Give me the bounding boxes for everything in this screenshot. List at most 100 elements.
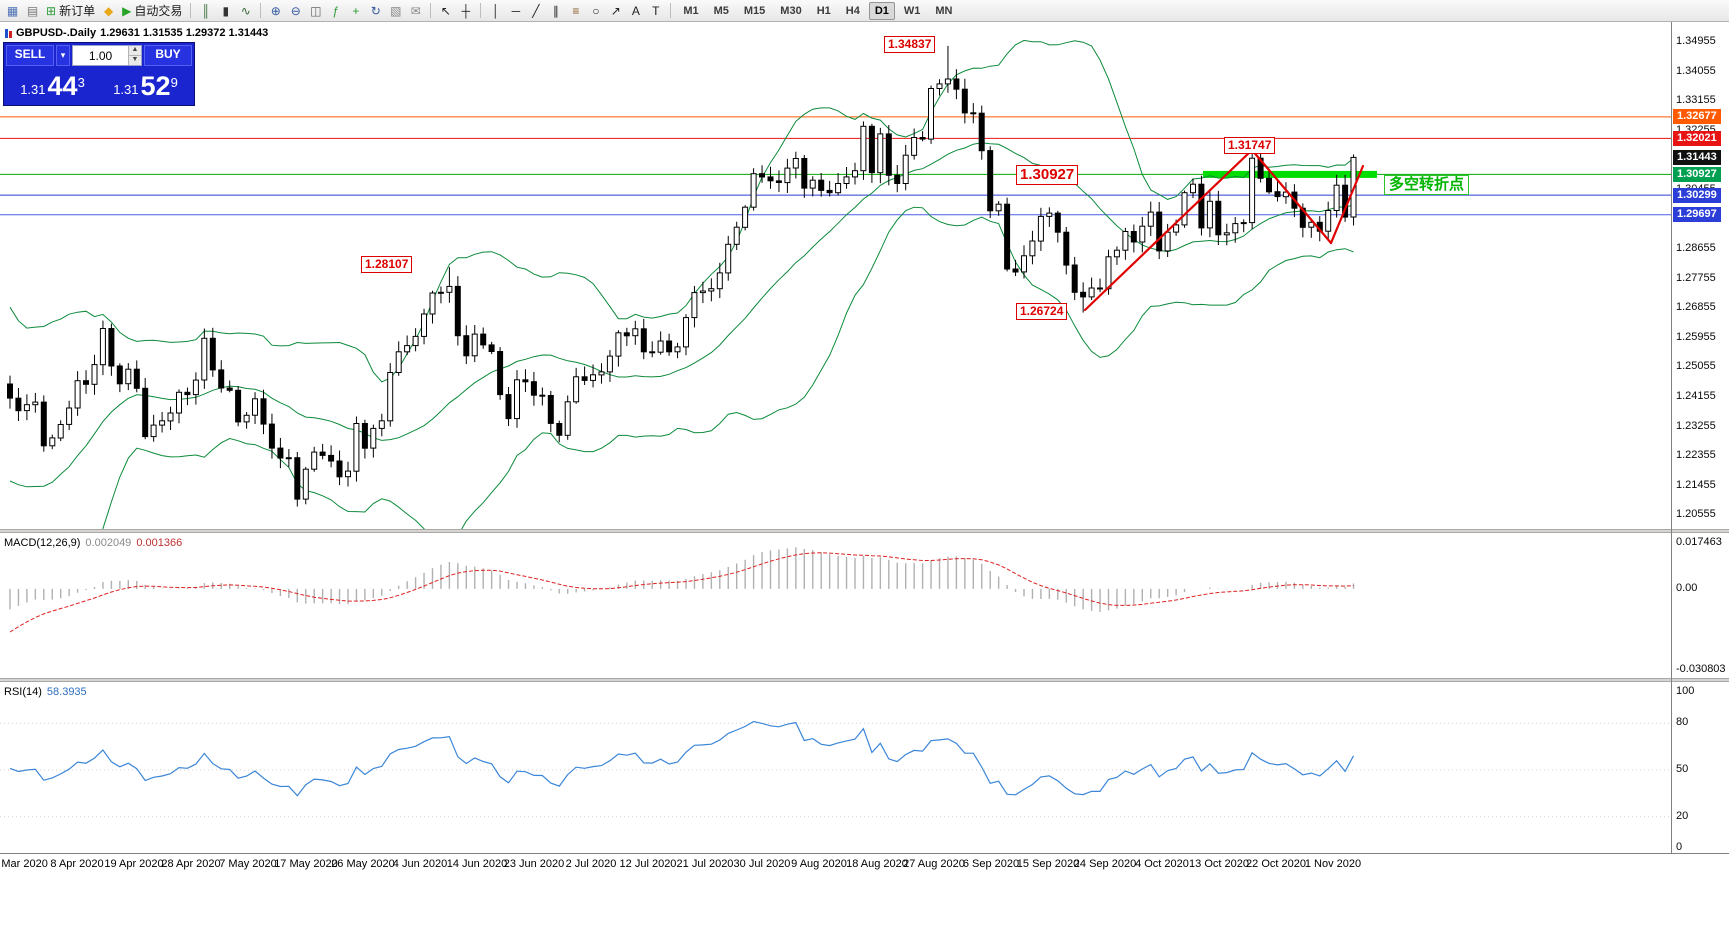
candlestick-chart-icon-glyph: ▮	[222, 3, 230, 18]
price-annotation[interactable]: 1.34837	[884, 36, 936, 53]
tile-windows-icon-glyph: ◫	[310, 3, 322, 18]
time-axis-label: 22 Oct 2020	[1246, 858, 1306, 870]
time-axis-label: 9 Aug 2020	[791, 858, 847, 870]
time-axis-label: 4 Jun 2020	[392, 858, 448, 870]
line-chart-icon[interactable]: ∿	[236, 2, 255, 20]
arrows-icon-glyph: ↗	[610, 3, 621, 18]
candlestick-chart-icon[interactable]: ▮	[216, 2, 235, 20]
crosshair-icon[interactable]: ┼	[456, 2, 475, 20]
timeframe-H1[interactable]: H1	[816, 4, 831, 17]
macd-panel-area[interactable]	[0, 533, 1672, 678]
timeframe-M1[interactable]: M1	[683, 4, 699, 17]
macd-label: MACD(12,26,9) 0.002049 0.001366	[4, 537, 182, 549]
toolbar-separator	[190, 3, 192, 18]
new-order-button-text: 新订单	[59, 4, 96, 18]
mail-icon[interactable]: ✉	[406, 2, 425, 20]
rsi-panel-area[interactable]	[0, 682, 1672, 853]
chart-symbol-period: GBPUSD-.Daily	[16, 27, 97, 39]
zone-label[interactable]: 多空转折点	[1384, 175, 1470, 195]
price-scale-tick: 1.28655	[1676, 242, 1716, 254]
rsi-value: 58.3935	[46, 686, 87, 698]
zoom-out-icon[interactable]: ⊖	[286, 2, 305, 20]
panel-splitter[interactable]	[0, 678, 1729, 682]
timeframe-M15[interactable]: M15	[743, 4, 766, 17]
timeframe-W1[interactable]: W1	[903, 4, 921, 17]
crosshair-icon-glyph: ┼	[461, 3, 471, 18]
panel-splitter[interactable]	[0, 529, 1729, 533]
volume-input[interactable]	[73, 46, 128, 65]
buy-button[interactable]: BUY	[144, 45, 192, 66]
fibonacci-icon[interactable]: ≡	[566, 2, 585, 20]
indicators-icon[interactable]: ƒ	[326, 2, 345, 20]
price-annotation[interactable]: 1.30927	[1016, 165, 1079, 185]
new-chart-icon[interactable]: ▦	[3, 2, 22, 20]
zoom-in-icon[interactable]: ⊕	[266, 2, 285, 20]
chart-ohlc-values: 1.29631 1.31535 1.29372 1.31443	[100, 27, 269, 39]
one-click-trading-panel: SELL ▾ ▲ ▼ BUY 1.31 44 3 1.31 52 9	[3, 42, 195, 106]
buy-price-pips: 52	[140, 71, 171, 101]
new-chart-icon-glyph: ▦	[6, 3, 19, 18]
trendline-icon[interactable]: ╱	[526, 2, 545, 20]
timeframe-D1[interactable]: D1	[868, 1, 895, 20]
volume-down-button[interactable]: ▼	[129, 55, 141, 65]
price-scale-tick: 1.20555	[1676, 508, 1716, 520]
rsi-scale-tick: 50	[1676, 763, 1689, 775]
bar-chart-icon[interactable]: ║	[196, 2, 215, 20]
macd-scale-tick: -0.030803	[1676, 663, 1726, 675]
periods-icon[interactable]: ↻	[366, 2, 385, 20]
timeframe-H4[interactable]: H4	[845, 4, 860, 17]
volume-spinner: ▲ ▼	[128, 46, 141, 65]
channel-icon[interactable]: ∥	[546, 2, 565, 20]
timeframe-M5[interactable]: M5	[713, 4, 729, 17]
toolbar: ▦ ▤ ⊞ 新订单 ◆ ▶ 自动交易 ║ ▮ ∿ ⊕ ⊖ ◫ ƒ + ↻ ▧ ✉ ↖ ┼ │ ─ ╱ ∥ ≡ ○ ↗ A T M1 M5 M1…	[0, 0, 1729, 22]
arrows-icon[interactable]: ↗	[606, 2, 625, 20]
chart-profiles-icon-glyph: ▤	[26, 3, 39, 18]
price-annotation[interactable]: 1.31747	[1224, 137, 1276, 154]
line-chart-icon-glyph: ∿	[240, 3, 251, 18]
rsi-scale-tick: 100	[1676, 685, 1695, 697]
timeframe-M30[interactable]: M30	[780, 4, 802, 17]
timeframe-MN[interactable]: MN	[935, 4, 953, 17]
time-axis-label: 28 Apr 2020	[161, 858, 221, 870]
time-axis-label: 7 May 2020	[219, 858, 277, 870]
sell-button[interactable]: SELL	[6, 45, 54, 66]
text-icon[interactable]: A	[626, 2, 645, 20]
templates-icon[interactable]: ▧	[386, 2, 405, 20]
price-tag: 1.29697	[1673, 207, 1721, 222]
shapes-icon[interactable]: ○	[586, 2, 605, 20]
tile-windows-icon[interactable]: ◫	[306, 2, 325, 20]
metaeditor-icon[interactable]: ◆	[99, 2, 118, 20]
price-tag: 1.30927	[1673, 167, 1721, 182]
trendline-icon-glyph: ╱	[532, 3, 540, 18]
price-tag: 1.32677	[1673, 109, 1721, 124]
new-order-button-glyph: ⊞	[46, 3, 57, 18]
toolbar-separator	[430, 3, 432, 18]
price-scale-tick: 1.22355	[1676, 449, 1716, 461]
cursor-icon[interactable]: ↖	[436, 2, 455, 20]
new-order-button[interactable]: ⊞ 新订单	[43, 2, 98, 20]
autotrading-button-text: 自动交易	[134, 4, 183, 18]
buy-price[interactable]: 1.31 52 9	[99, 66, 192, 103]
time-axis-label: 12 Jul 2020	[619, 858, 677, 870]
time-axis-label: 19 Apr 2020	[104, 858, 164, 870]
order-type-dropdown[interactable]: ▾	[56, 45, 70, 66]
sell-price[interactable]: 1.31 44 3	[6, 66, 99, 103]
time-axis-label: 24 Sep 2020	[1073, 858, 1137, 870]
toolbar-separator	[260, 3, 262, 18]
time-axis-label: 1 Nov 2020	[1304, 858, 1362, 870]
vertical-line-icon[interactable]: │	[486, 2, 505, 20]
price-annotation[interactable]: 1.26724	[1016, 303, 1068, 320]
volume-up-button[interactable]: ▲	[129, 46, 141, 55]
chart-profiles-icon[interactable]: ▤	[23, 2, 42, 20]
price-scale-tick: 1.33155	[1676, 94, 1716, 106]
text-label-icon[interactable]: T	[646, 2, 665, 20]
horizontal-line-icon[interactable]: ─	[506, 2, 525, 20]
main-chart-area[interactable]	[0, 22, 1672, 529]
autotrading-button[interactable]: ▶ 自动交易	[119, 2, 185, 20]
price-scale-tick: 1.34055	[1676, 65, 1716, 77]
add-indicator-icon[interactable]: +	[346, 2, 365, 20]
time-axis-label: 17 May 2020	[274, 858, 338, 870]
candlestick-mini-icon	[5, 28, 12, 38]
price-annotation[interactable]: 1.28107	[361, 256, 413, 273]
